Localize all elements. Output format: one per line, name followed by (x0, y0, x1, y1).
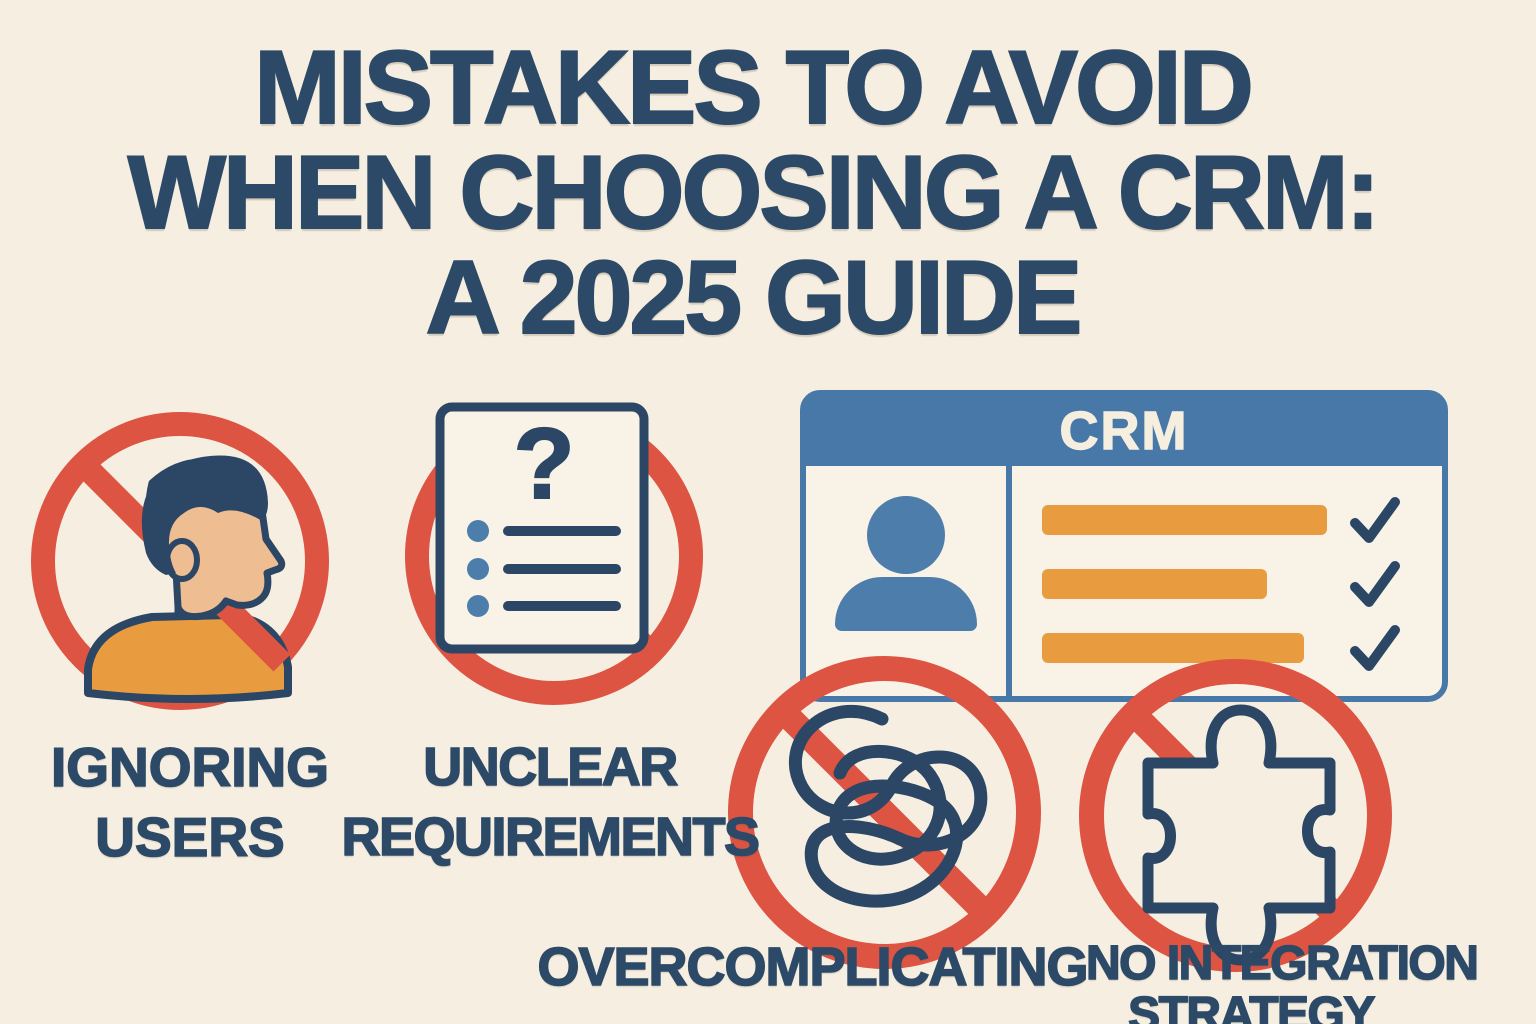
label-overcomplicating: OVERCOMPLICATING (535, 936, 1090, 998)
crm-feature-row (1042, 621, 1402, 675)
crm-feature-list (1012, 466, 1442, 696)
label-line: IGNORING (50, 735, 330, 799)
label-line: UNCLEAR (422, 736, 679, 798)
avatar-body-icon (835, 577, 977, 631)
no-tangle-icon (727, 655, 1042, 970)
person-head (141, 455, 286, 621)
label-line: STRATEGY (1127, 988, 1376, 1024)
checkmark-icon (1350, 497, 1400, 543)
question-mark: ? (513, 408, 574, 520)
label-unclear-requirements: UNCLEAR REQUIREMENTS (310, 732, 790, 872)
feature-bar (1042, 505, 1327, 535)
crm-card: CRM (800, 390, 1448, 702)
title-line-1: MISTAKES TO AVOID (253, 30, 1255, 146)
label-line: NO INTEGRATION (1085, 937, 1480, 990)
label-ignoring-users: IGNORING USERS (5, 732, 375, 872)
no-puzzle-icon (1078, 658, 1393, 973)
no-user-icon (30, 411, 330, 711)
crm-feature-row (1042, 493, 1402, 547)
prohibition-slash (768, 696, 1001, 929)
page-title: MISTAKES TO AVOID WHEN CHOOSING A CRM: A… (0, 30, 1505, 356)
title-line-3: A 2025 GUIDE (425, 240, 1084, 356)
crm-card-body (806, 466, 1442, 696)
crm-card-header: CRM (806, 396, 1442, 466)
crm-avatar-panel (806, 466, 1012, 696)
requirements-document: ? (435, 402, 649, 654)
checkmark-icon (1350, 561, 1400, 607)
checkmark-icon (1350, 625, 1400, 671)
label-line: OVERCOMPLICATING (537, 936, 1090, 998)
feature-bar (1042, 569, 1267, 599)
label-no-integration-strategy: NO INTEGRATION STRATEGY (1085, 937, 1480, 1024)
feature-bar (1042, 633, 1304, 663)
crm-feature-row (1042, 557, 1402, 611)
title-line-2: WHEN CHOOSING A CRM: (127, 135, 1382, 251)
label-line: USERS (94, 805, 285, 869)
crm-card-title: CRM (1059, 400, 1189, 461)
label-line: REQUIREMENTS (341, 806, 761, 868)
tangle-scribble (789, 704, 988, 908)
prohibition-ring (728, 656, 1041, 969)
no-document-icon: ? (404, 402, 704, 706)
puzzle-piece (1142, 704, 1336, 966)
avatar-head-icon (867, 496, 945, 574)
